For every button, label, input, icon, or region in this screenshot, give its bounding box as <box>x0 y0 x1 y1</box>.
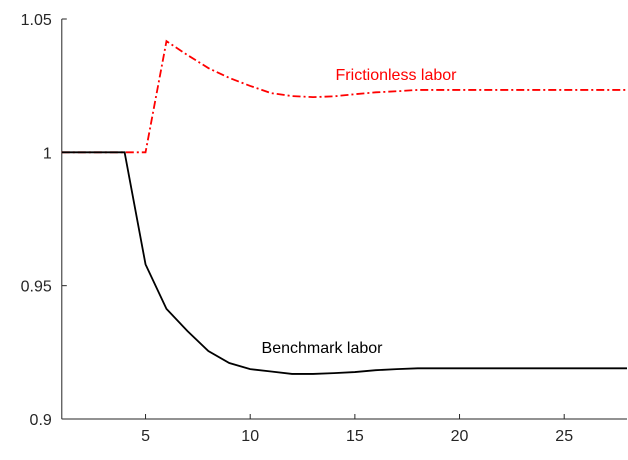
series-label: Frictionless labor <box>336 67 458 84</box>
y-tick-label: 0.95 <box>21 279 52 296</box>
series-line <box>61 151 627 375</box>
series-line <box>61 39 627 154</box>
x-tick-label: 15 <box>346 428 364 445</box>
x-tick-label: 5 <box>141 428 150 445</box>
series-label: Benchmark labor <box>262 340 384 357</box>
y-tick-label: 1.05 <box>21 12 52 29</box>
y-tick-label: 0.9 <box>30 412 52 429</box>
y-tick-label: 1 <box>43 145 52 162</box>
x-tick-label: 25 <box>555 428 573 445</box>
x-tick-label: 20 <box>451 428 469 445</box>
x-tick-label: 10 <box>241 428 259 445</box>
